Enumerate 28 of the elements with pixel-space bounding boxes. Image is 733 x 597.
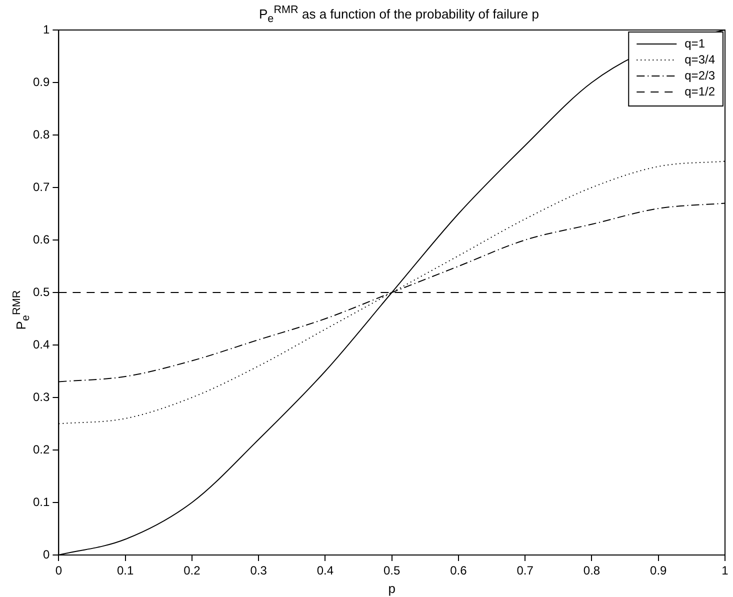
y-tick-label: 1 xyxy=(42,22,50,36)
y-tick-label: 0.7 xyxy=(32,180,50,194)
y-tick-label: 0.2 xyxy=(32,442,50,456)
x-tick-label: 0.5 xyxy=(383,564,401,578)
x-tick-label: 0.1 xyxy=(116,564,134,578)
legend-label: q=2/3 xyxy=(684,68,716,82)
x-tick-label: 0.8 xyxy=(583,564,600,578)
x-tick-label: 0 xyxy=(55,564,62,578)
x-tick-label: 0.7 xyxy=(516,564,534,578)
y-tick-label: 0.9 xyxy=(32,74,50,89)
y-tick-label: 0 xyxy=(42,547,50,562)
x-axis-title: p xyxy=(388,580,396,596)
y-tick-label: 0.1 xyxy=(32,494,50,509)
x-tick-label: 0.4 xyxy=(316,564,334,578)
y-tick-label: 0.4 xyxy=(32,337,50,352)
legend-label: q=1 xyxy=(684,36,706,50)
chart-title: P$_{e}$$^{RMR}$ as a function of the probability of failure p xyxy=(258,4,540,25)
legend-label: q=1/2 xyxy=(684,84,716,98)
y-tick-label: 0.5 xyxy=(32,284,50,299)
x-tick-label: 0.3 xyxy=(250,564,268,578)
x-tick-label: 0.6 xyxy=(450,564,468,578)
y-tick-label: 0.6 xyxy=(32,232,50,246)
x-tick-label: 0.2 xyxy=(184,564,201,578)
legend-label: q=3/4 xyxy=(684,52,716,66)
x-tick-label: 0.9 xyxy=(650,564,668,578)
x-tick-label: 1 xyxy=(722,564,729,578)
y-tick-label: 0.3 xyxy=(32,390,50,404)
y-tick-label: 0.8 xyxy=(32,127,50,142)
